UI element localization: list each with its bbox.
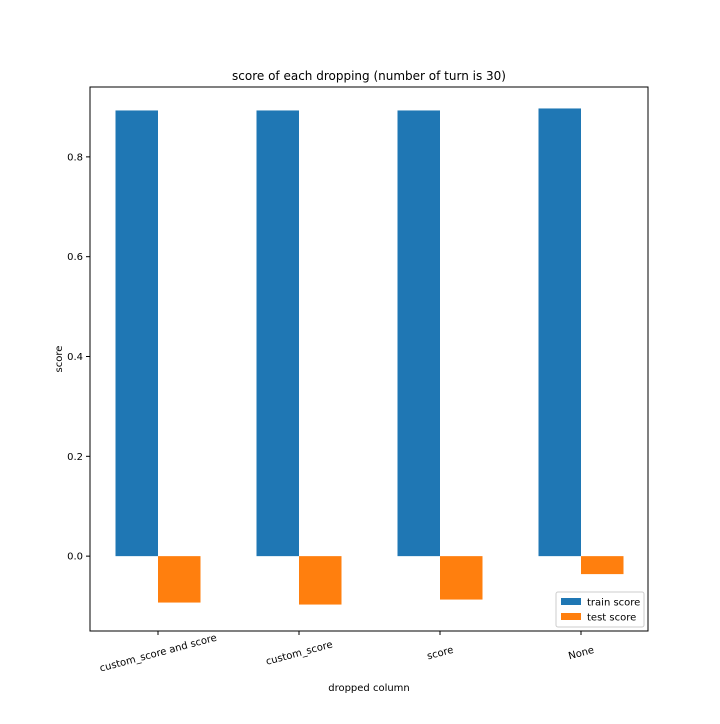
x-tick-label: custom_score [265,639,334,667]
y-tick-label: 0.8 [67,152,83,163]
legend-label-train-score: train score [587,598,640,609]
x-tick-label: custom_score and score [99,633,218,675]
bar-test-score-1 [299,556,342,605]
legend-swatch-test-score [561,613,581,620]
y-tick-label: 0.4 [67,352,83,363]
y-tick-label: 0.0 [67,552,83,563]
y-tick-label: 0.6 [67,252,83,263]
legend: train score test score [555,591,645,628]
bar-test-score-3 [581,556,624,575]
legend-label-test-score: test score [587,613,636,624]
bar-test-score-2 [440,556,483,600]
y-axis: 0.0 0.2 0.4 0.6 0.8 [67,152,90,563]
bar-test-score-0 [158,556,201,603]
y-axis-label: score [54,346,65,373]
y-tick-label: 0.2 [67,452,83,463]
legend-swatch-train-score [561,598,581,605]
bars-layer [115,108,624,605]
x-tick-label: None [567,645,595,662]
bar-train-score-3 [538,108,581,557]
bar-train-score-1 [256,110,299,557]
axes-frame [89,86,649,632]
x-axis-label: dropped column [328,683,410,694]
x-tick-label: score [426,645,455,663]
bar-train-score-0 [115,110,158,557]
bar-train-score-2 [397,110,440,557]
x-axis: custom_score and score custom_score score N… [99,631,595,675]
chart-title: score of each dropping (number of turn i… [232,69,506,83]
